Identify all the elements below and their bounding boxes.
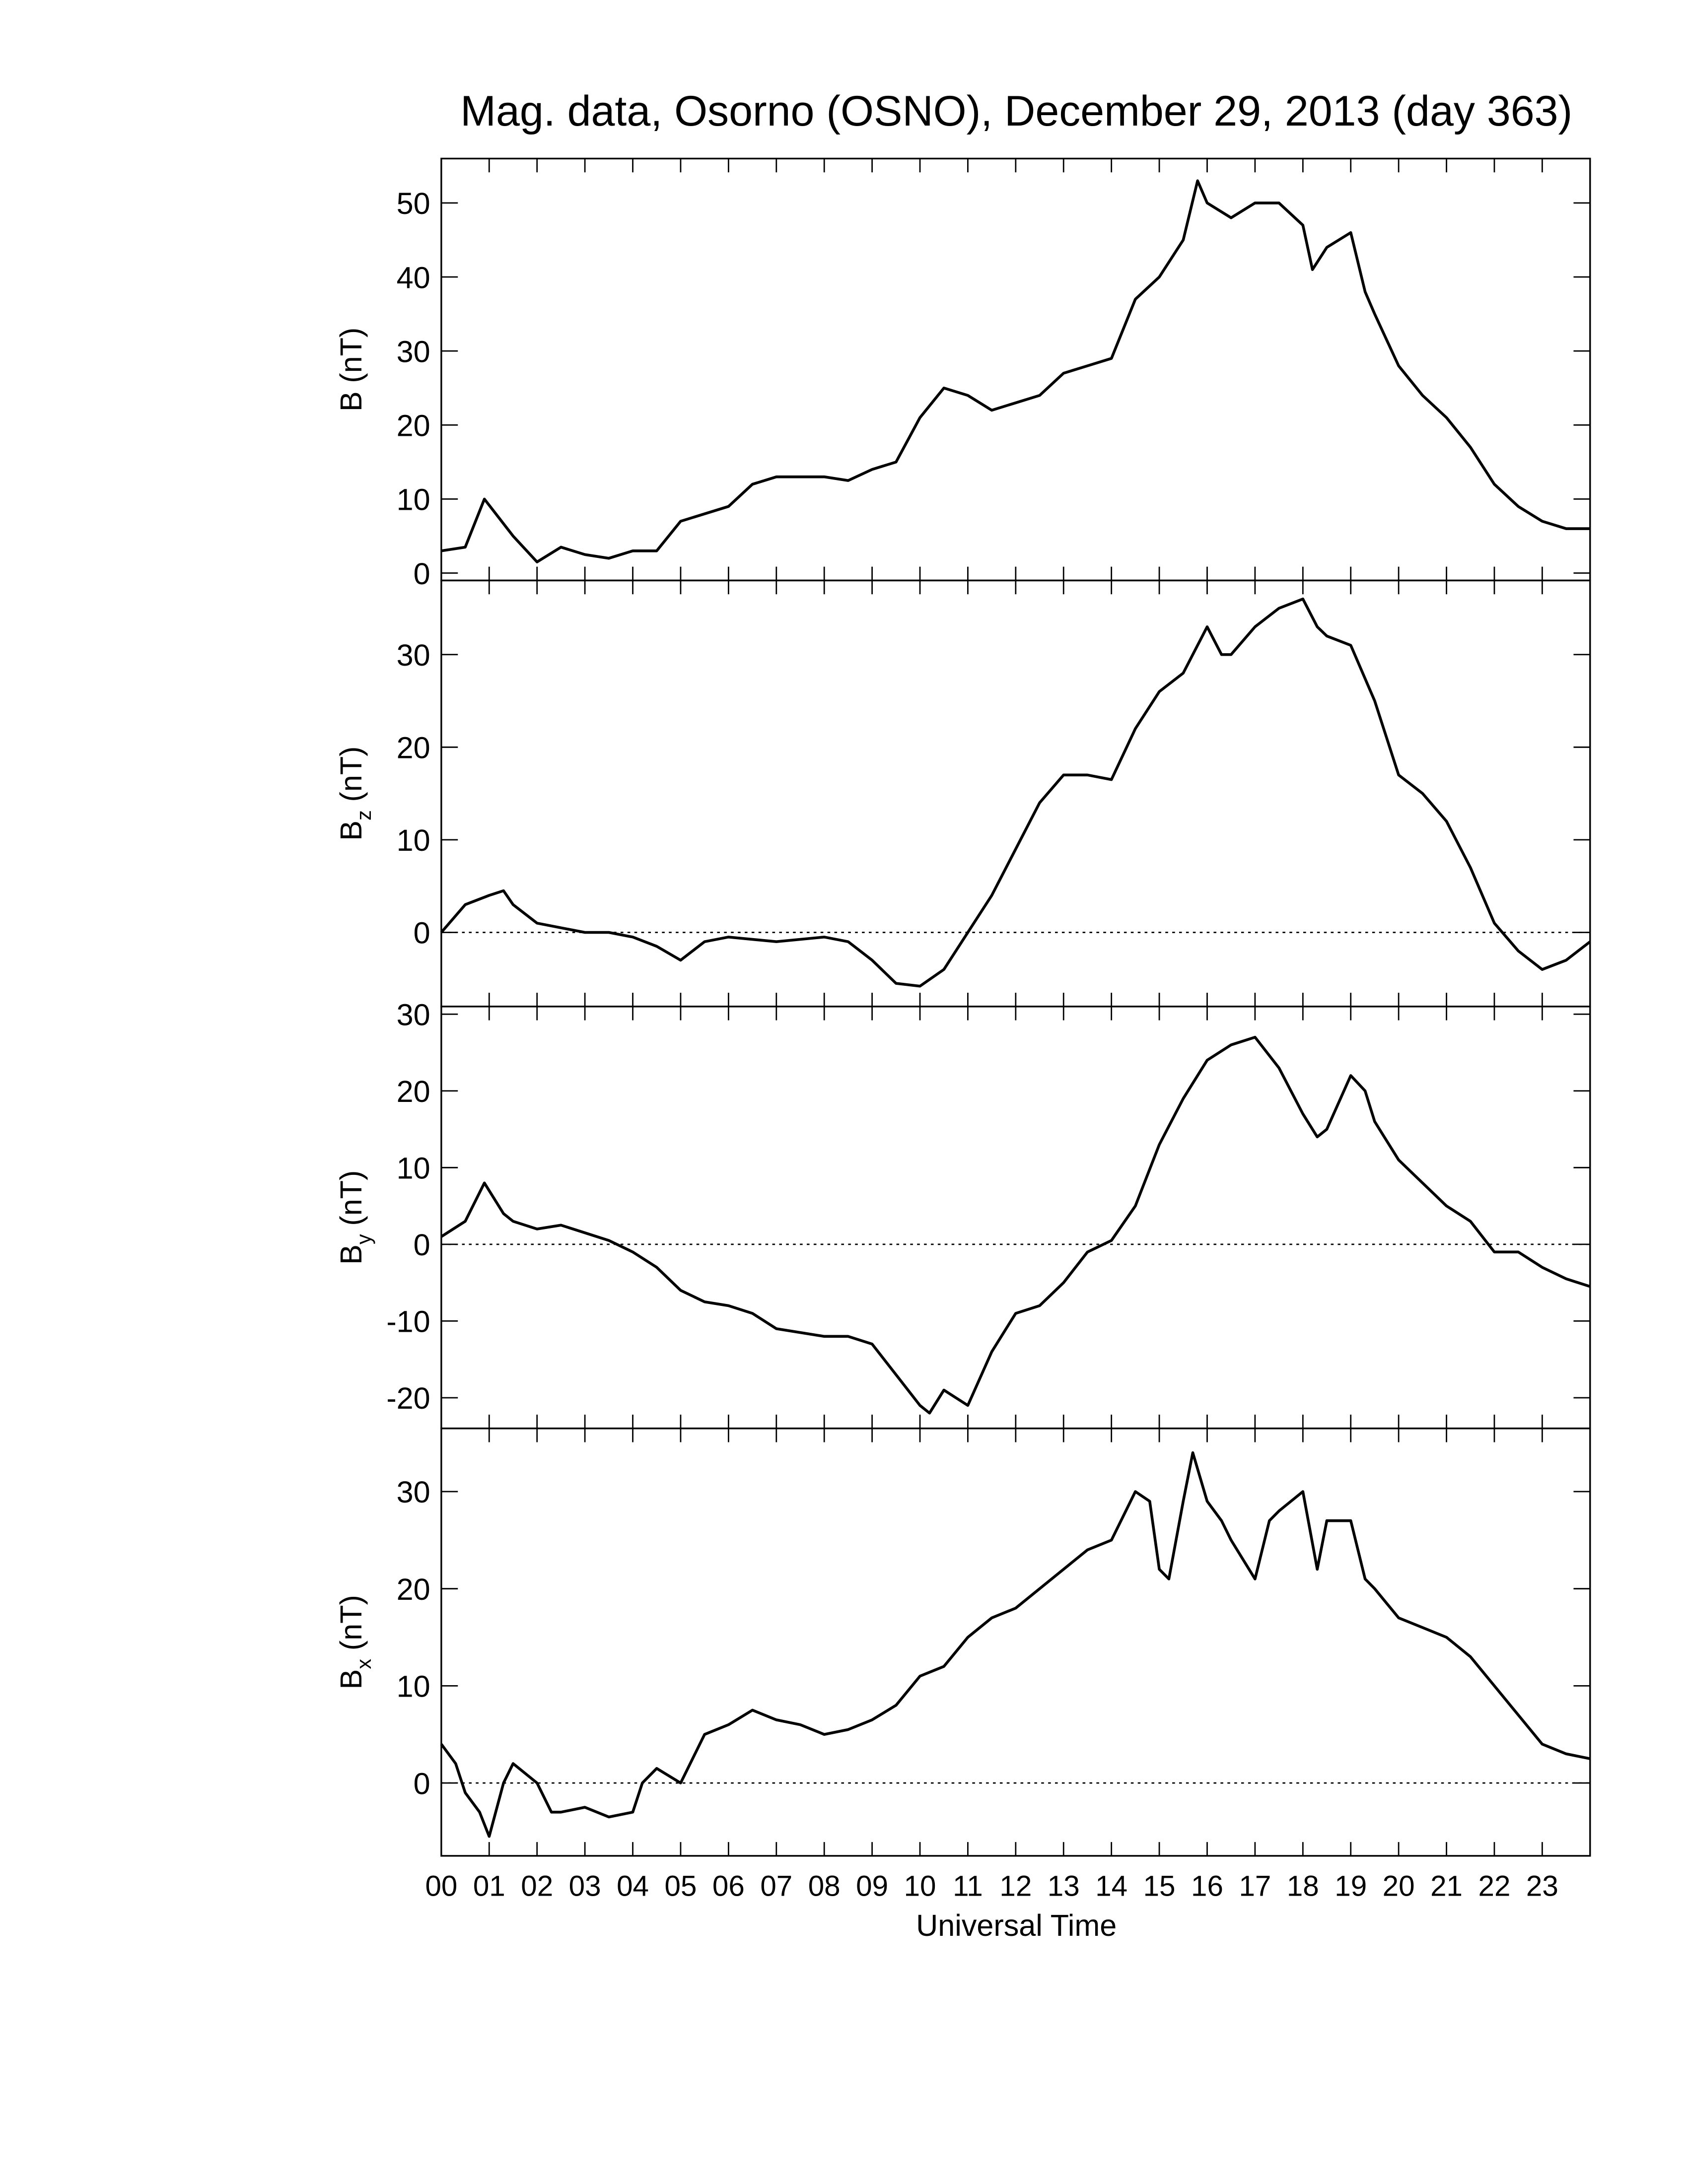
y-label-symbol: B	[334, 1669, 368, 1690]
y-tick-label: -20	[386, 1381, 430, 1415]
y-tick-label: -10	[386, 1305, 430, 1339]
y-tick-label: 10	[397, 823, 430, 857]
y-tick-label: 30	[397, 638, 430, 672]
y-tick-label: 20	[397, 1572, 430, 1606]
y-tick-label: 10	[397, 483, 430, 517]
x-tick-label: 19	[1335, 1870, 1367, 1902]
y-axis-label: By (nT)	[334, 1170, 375, 1265]
y-tick-label: 20	[397, 1075, 430, 1108]
y-label-unit: (nT)	[334, 1595, 368, 1650]
y-axis-label: Bx (nT)	[334, 1595, 375, 1689]
x-tick-label: 03	[569, 1870, 601, 1902]
y-tick-label: 50	[397, 187, 430, 220]
x-tick-label: 13	[1048, 1870, 1080, 1902]
x-tick-label: 17	[1239, 1870, 1271, 1902]
y-tick-label: 0	[414, 557, 430, 591]
x-tick-label: 06	[712, 1870, 745, 1902]
x-tick-label: 09	[856, 1870, 888, 1902]
data-line	[440, 597, 1591, 988]
x-tick-label: 11	[953, 1870, 983, 1902]
x-tick-label: 05	[665, 1870, 697, 1902]
y-label-unit: (nT)	[334, 746, 368, 802]
y-label-symbol: B	[334, 1244, 368, 1265]
data-line	[440, 1035, 1591, 1415]
x-tick-label: 02	[521, 1870, 553, 1902]
chart-title: Mag. data, Osorno (OSNO), December 29, 2…	[460, 87, 1572, 135]
y-tick-label: 30	[397, 1475, 430, 1509]
x-tick-label: 21	[1430, 1870, 1463, 1902]
y-tick-label: 10	[397, 1670, 430, 1704]
data-line	[440, 1451, 1591, 1838]
x-tick-label: 20	[1383, 1870, 1415, 1902]
y-label-symbol: B	[334, 391, 368, 411]
data-line	[441, 179, 1590, 563]
y-tick-label: 30	[397, 998, 430, 1031]
x-tick-label: 18	[1287, 1870, 1319, 1902]
x-tick-label: 22	[1478, 1870, 1511, 1902]
y-tick-label: 20	[397, 731, 430, 765]
y-label-subscript: y	[352, 1234, 375, 1244]
y-tick-label: 0	[414, 916, 430, 950]
x-tick-label: 08	[808, 1870, 841, 1902]
y-tick-label: 30	[397, 335, 430, 368]
x-tick-label: 07	[760, 1870, 792, 1902]
x-tick-label: 10	[904, 1870, 936, 1902]
y-tick-label: 20	[397, 409, 430, 443]
x-tick-label: 16	[1191, 1870, 1223, 1902]
y-axis-label: Bz (nT)	[334, 746, 375, 840]
x-tick-label: 15	[1143, 1870, 1176, 1902]
x-tick-label: 12	[999, 1870, 1032, 1902]
x-tick-label: 23	[1526, 1870, 1558, 1902]
y-tick-label: 0	[414, 1767, 430, 1800]
y-tick-label: 40	[397, 261, 430, 294]
x-axis-label: Universal Time	[916, 1909, 1117, 1942]
y-label-symbol: B	[334, 820, 368, 841]
y-label-subscript: z	[352, 810, 375, 820]
x-tick-label: 14	[1095, 1870, 1127, 1902]
x-tick-label: 04	[617, 1870, 649, 1902]
y-axis-label: B (nT)	[334, 328, 368, 411]
x-tick-label: 01	[473, 1870, 505, 1902]
y-tick-label: 0	[414, 1228, 430, 1262]
y-label-unit: (nT)	[334, 328, 368, 383]
y-label-unit: (nT)	[334, 1170, 368, 1226]
y-label-subscript: x	[352, 1659, 375, 1669]
y-tick-label: 10	[397, 1152, 430, 1185]
x-tick-label: 00	[425, 1870, 457, 1902]
